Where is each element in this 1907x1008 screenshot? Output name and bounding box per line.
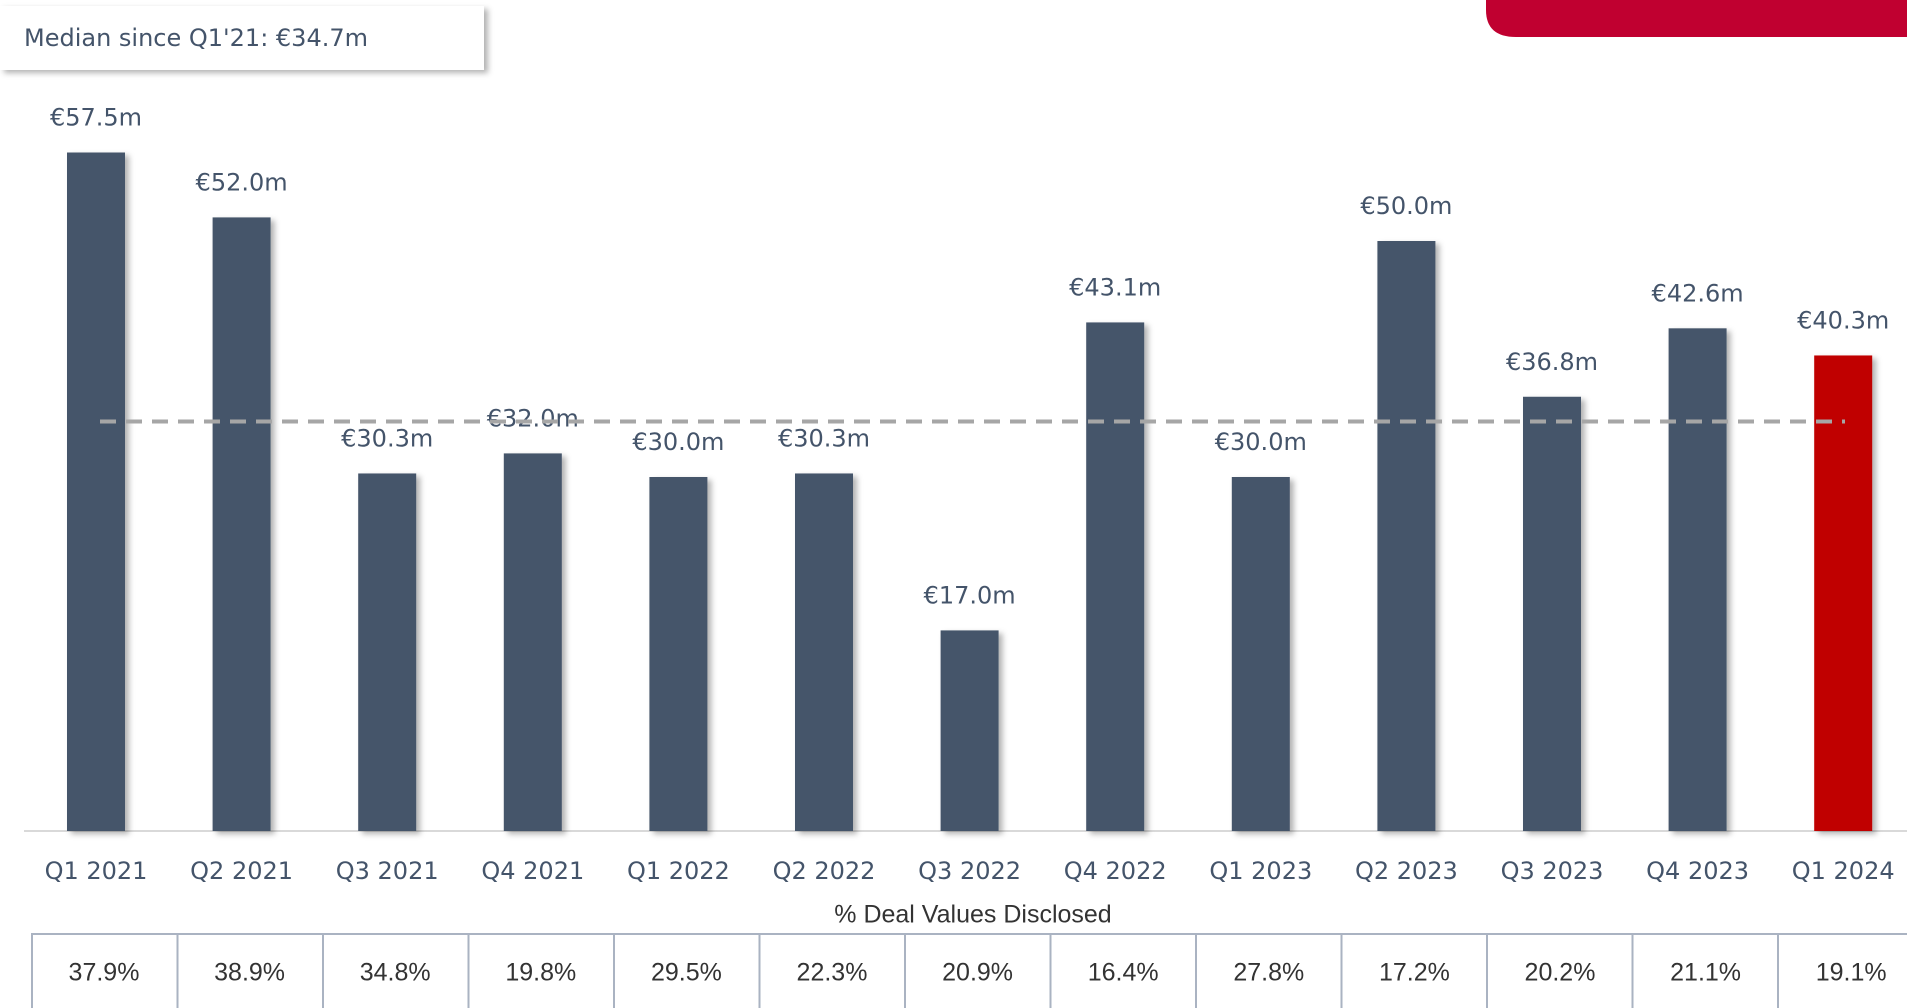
value-label: €50.0m [1360,192,1452,220]
value-label: €30.0m [1215,428,1307,456]
x-tick-label: Q2 2022 [773,857,876,885]
table-value: 19.8% [505,959,576,987]
x-tick-label: Q3 2022 [918,857,1021,885]
value-label: €32.0m [487,404,579,432]
bar [940,630,999,831]
x-tick-label: Q1 2022 [627,857,730,885]
value-label: €42.6m [1652,279,1744,307]
table-value: 34.8% [360,959,431,987]
value-label: €43.1m [1069,273,1161,301]
table-value: 16.4% [1088,959,1159,987]
table-title: % Deal Values Disclosed [834,901,1111,929]
bar [1086,322,1145,831]
bar [649,477,708,831]
x-tick-label: Q4 2021 [481,857,584,885]
table-value: 37.9% [69,959,140,987]
table-value: 21.1% [1670,959,1741,987]
table-value: 20.2% [1525,959,1596,987]
table-value: 38.9% [214,959,285,987]
median-label: Median since Q1'21: €34.7m [24,24,368,52]
x-tick-label: Q4 2023 [1646,857,1749,885]
value-label: €52.0m [196,168,288,196]
x-tick-label: Q1 2023 [1209,857,1312,885]
x-tick-label: Q2 2021 [190,857,293,885]
value-label: €30.3m [778,424,870,452]
table-value: 20.9% [942,959,1013,987]
bar [1814,355,1873,831]
median-box [0,6,484,70]
table-value: 19.1% [1816,959,1887,987]
x-tick-label: Q4 2022 [1064,857,1167,885]
table-value: 27.8% [1233,959,1304,987]
header-accent [1486,0,1907,37]
value-label: €57.5m [50,104,142,132]
bar [795,473,853,831]
x-tick-label: Q1 2021 [45,857,148,885]
bar [1523,396,1581,831]
bar [503,453,562,831]
table-cell [1777,933,1907,1008]
value-label: €36.8m [1506,348,1598,376]
value-label: €30.3m [341,424,433,452]
x-tick-label: Q3 2023 [1501,857,1604,885]
bar [358,473,417,831]
x-tick-label: Q3 2021 [336,857,439,885]
bar [212,217,271,831]
value-label: €30.0m [632,428,724,456]
bar [1668,328,1727,831]
x-tick-label: Q2 2023 [1355,857,1458,885]
table-value: 29.5% [651,959,722,987]
x-tick-label: Q1 2024 [1792,857,1895,885]
bar [1231,477,1290,831]
bar [67,152,125,831]
bar [1377,241,1436,831]
table-value: 22.3% [797,959,868,987]
value-label: €40.3m [1797,306,1889,334]
table-value: 17.2% [1379,959,1450,987]
value-label: €17.0m [924,581,1016,609]
